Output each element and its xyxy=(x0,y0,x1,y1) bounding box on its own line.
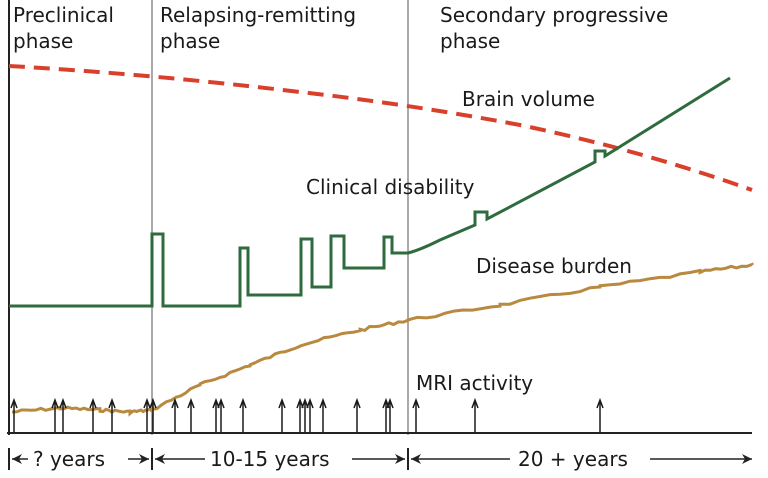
duration-relapsing-remitting: 10-15 years xyxy=(210,447,330,471)
mri-lesion-arrow xyxy=(149,397,157,432)
clinical-disability-curve xyxy=(9,76,731,308)
mri-lesion-arrow xyxy=(171,397,179,432)
mri-lesion-arrow xyxy=(278,397,286,432)
mri-lesion-arrow xyxy=(301,397,309,432)
mri-lesion-arrow xyxy=(353,397,361,432)
mri-activity-label: MRI activity xyxy=(416,371,533,395)
mri-lesion-arrow xyxy=(51,397,59,432)
clinical-disability-label: Clinical disability xyxy=(306,175,475,199)
mri-lesion-arrow xyxy=(306,397,314,432)
mri-lesion-arrow xyxy=(187,397,195,432)
mri-lesion-arrow xyxy=(296,397,304,432)
mri-lesion-arrow xyxy=(239,397,247,432)
mri-lesion-arrow xyxy=(89,397,97,432)
duration-preclinical: ? years xyxy=(33,447,105,471)
mri-lesion-arrow xyxy=(596,397,604,432)
disease-burden-curve xyxy=(11,262,754,417)
duration-secondary-progressive: 20 + years xyxy=(518,447,628,471)
mri-lesion-arrow xyxy=(59,397,67,432)
phase-3-subtitle: phase xyxy=(440,29,500,53)
duration-bar xyxy=(8,448,752,470)
mri-lesion-arrow xyxy=(10,397,18,432)
mri-lesion-arrow xyxy=(212,397,220,432)
mri-lesion-arrow xyxy=(143,397,151,432)
phase-1-title: Preclinical xyxy=(13,3,114,27)
mri-lesion-arrow xyxy=(217,397,225,432)
phase-3-title: Secondary progressive xyxy=(440,3,668,27)
mri-lesion-arrow xyxy=(319,397,327,432)
mri-lesion-arrow xyxy=(412,397,420,432)
disease-burden-label: Disease burden xyxy=(476,254,632,278)
brain-volume-curve xyxy=(8,64,753,192)
brain-volume-label: Brain volume xyxy=(462,87,595,111)
mri-lesion-arrow xyxy=(471,397,479,432)
mri-lesion-arrow xyxy=(108,397,116,432)
mri-activity-arrows xyxy=(10,397,604,432)
phase-2-title: Relapsing-remitting xyxy=(160,3,356,27)
mri-lesion-arrow xyxy=(386,397,394,432)
phase-2-subtitle: phase xyxy=(160,29,220,53)
phase-1-subtitle: phase xyxy=(13,29,73,53)
